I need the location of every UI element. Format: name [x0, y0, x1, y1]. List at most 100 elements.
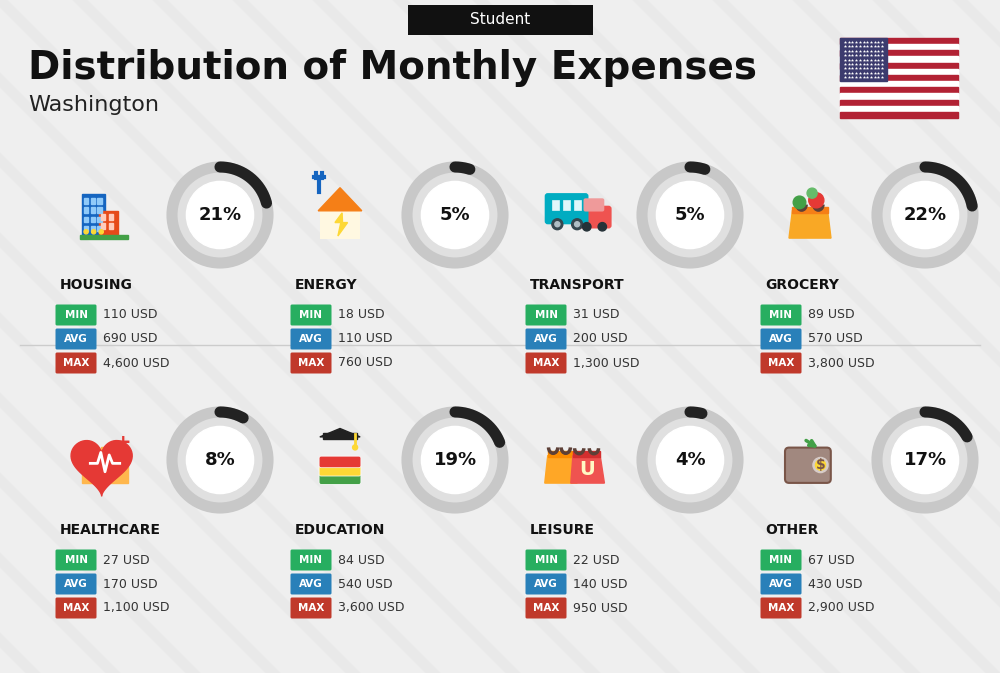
Text: MAX: MAX [63, 358, 89, 368]
Bar [840, 38, 887, 81]
Text: U: U [579, 460, 595, 479]
Bar [84, 199, 88, 204]
FancyBboxPatch shape [408, 5, 592, 35]
Text: 760 USD: 760 USD [338, 357, 393, 369]
Text: MAX: MAX [298, 603, 324, 613]
Text: 17%: 17% [903, 451, 947, 469]
Text: AVG: AVG [534, 334, 558, 344]
Bar [109, 223, 113, 229]
Text: 950 USD: 950 USD [573, 602, 628, 614]
Bar [84, 217, 88, 222]
FancyBboxPatch shape [56, 304, 96, 326]
Bar [840, 38, 958, 118]
FancyBboxPatch shape [290, 353, 332, 374]
Text: 5%: 5% [440, 206, 470, 224]
FancyBboxPatch shape [545, 193, 588, 224]
Text: AVG: AVG [534, 579, 558, 589]
Text: 540 USD: 540 USD [338, 577, 393, 590]
Text: 110 USD: 110 USD [338, 332, 392, 345]
Circle shape [877, 412, 973, 508]
Circle shape [407, 412, 503, 508]
Text: 31 USD: 31 USD [573, 308, 620, 322]
FancyBboxPatch shape [56, 573, 96, 594]
Text: EDUCATION: EDUCATION [295, 523, 385, 537]
Circle shape [583, 223, 591, 231]
Bar [99, 211, 118, 236]
FancyBboxPatch shape [56, 328, 96, 349]
Text: MAX: MAX [768, 603, 794, 613]
Circle shape [99, 229, 103, 234]
Text: 18 USD: 18 USD [338, 308, 385, 322]
FancyBboxPatch shape [761, 353, 802, 374]
Text: 3,600 USD: 3,600 USD [338, 602, 404, 614]
Text: Washington: Washington [28, 95, 159, 115]
Text: 22 USD: 22 USD [573, 553, 620, 567]
Circle shape [807, 188, 817, 199]
Text: 1,100 USD: 1,100 USD [103, 602, 170, 614]
FancyBboxPatch shape [290, 598, 332, 618]
Circle shape [642, 167, 738, 263]
Text: 67 USD: 67 USD [808, 553, 855, 567]
Text: 4%: 4% [675, 451, 705, 469]
Circle shape [891, 182, 959, 248]
Text: MIN: MIN [534, 555, 558, 565]
FancyBboxPatch shape [56, 598, 96, 618]
Text: 110 USD: 110 USD [103, 308, 158, 322]
Text: 5%: 5% [675, 206, 705, 224]
Circle shape [172, 167, 268, 263]
Text: 19%: 19% [433, 451, 477, 469]
Bar [548, 451, 574, 457]
Circle shape [598, 223, 606, 231]
Text: +: + [114, 433, 131, 452]
FancyBboxPatch shape [584, 199, 604, 211]
Circle shape [174, 414, 270, 510]
Text: AVG: AVG [299, 334, 323, 344]
Text: MAX: MAX [768, 358, 794, 368]
Text: 27 USD: 27 USD [103, 553, 150, 567]
FancyBboxPatch shape [578, 206, 612, 229]
Polygon shape [335, 213, 348, 236]
Circle shape [84, 229, 88, 234]
FancyBboxPatch shape [319, 456, 361, 468]
Text: MIN: MIN [770, 555, 792, 565]
Circle shape [407, 167, 503, 263]
Text: Student: Student [470, 13, 530, 28]
FancyBboxPatch shape [761, 573, 802, 594]
Bar [552, 201, 559, 209]
Bar [574, 201, 581, 209]
Circle shape [409, 169, 505, 265]
FancyBboxPatch shape [761, 598, 802, 618]
Bar [573, 451, 600, 457]
FancyBboxPatch shape [290, 549, 332, 571]
Bar [91, 217, 95, 222]
FancyBboxPatch shape [526, 304, 566, 326]
Polygon shape [82, 448, 128, 483]
Text: ENERGY: ENERGY [295, 278, 358, 292]
Text: 1,300 USD: 1,300 USD [573, 357, 640, 369]
Polygon shape [789, 211, 831, 238]
FancyBboxPatch shape [526, 598, 566, 618]
Bar [91, 199, 95, 204]
Text: MIN: MIN [64, 310, 88, 320]
Circle shape [92, 229, 96, 234]
Text: 2,900 USD: 2,900 USD [808, 602, 874, 614]
Bar [84, 207, 88, 213]
Text: 430 USD: 430 USD [808, 577, 862, 590]
FancyBboxPatch shape [56, 549, 96, 571]
FancyBboxPatch shape [785, 448, 831, 483]
Polygon shape [571, 456, 604, 483]
Circle shape [879, 169, 975, 265]
Polygon shape [545, 456, 577, 483]
Text: 140 USD: 140 USD [573, 577, 628, 590]
Text: MAX: MAX [298, 358, 324, 368]
FancyBboxPatch shape [319, 473, 361, 485]
Text: AVG: AVG [769, 334, 793, 344]
Text: 8%: 8% [205, 451, 235, 469]
Circle shape [172, 412, 268, 508]
FancyBboxPatch shape [526, 353, 566, 374]
Bar [91, 226, 95, 232]
Bar [840, 38, 958, 44]
Polygon shape [318, 188, 362, 211]
FancyBboxPatch shape [290, 573, 332, 594]
Text: Distribution of Monthly Expenses: Distribution of Monthly Expenses [28, 49, 757, 87]
